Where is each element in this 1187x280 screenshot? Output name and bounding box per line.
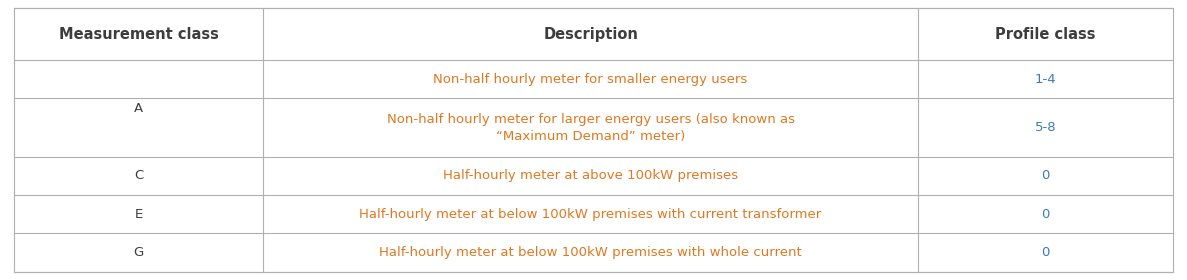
Text: E: E [134, 208, 142, 221]
Text: Non-half hourly meter for smaller energy users: Non-half hourly meter for smaller energy… [433, 73, 748, 86]
Text: A: A [134, 102, 144, 115]
Text: Half-hourly meter at below 100kW premises with current transformer: Half-hourly meter at below 100kW premise… [360, 208, 821, 221]
Text: G: G [134, 246, 144, 259]
Text: C: C [134, 169, 144, 182]
Text: Half-hourly meter at above 100kW premises: Half-hourly meter at above 100kW premise… [443, 169, 738, 182]
Text: 0: 0 [1041, 246, 1049, 259]
Text: Non-half hourly meter for larger energy users (also known as
“Maximum Demand” me: Non-half hourly meter for larger energy … [387, 113, 794, 143]
Text: Description: Description [544, 27, 639, 42]
Text: Measurement class: Measurement class [59, 27, 218, 42]
Text: 5-8: 5-8 [1035, 121, 1056, 134]
Text: 0: 0 [1041, 169, 1049, 182]
Text: Profile class: Profile class [995, 27, 1096, 42]
Text: 1-4: 1-4 [1035, 73, 1056, 86]
Text: 0: 0 [1041, 208, 1049, 221]
Text: Half-hourly meter at below 100kW premises with whole current: Half-hourly meter at below 100kW premise… [379, 246, 802, 259]
